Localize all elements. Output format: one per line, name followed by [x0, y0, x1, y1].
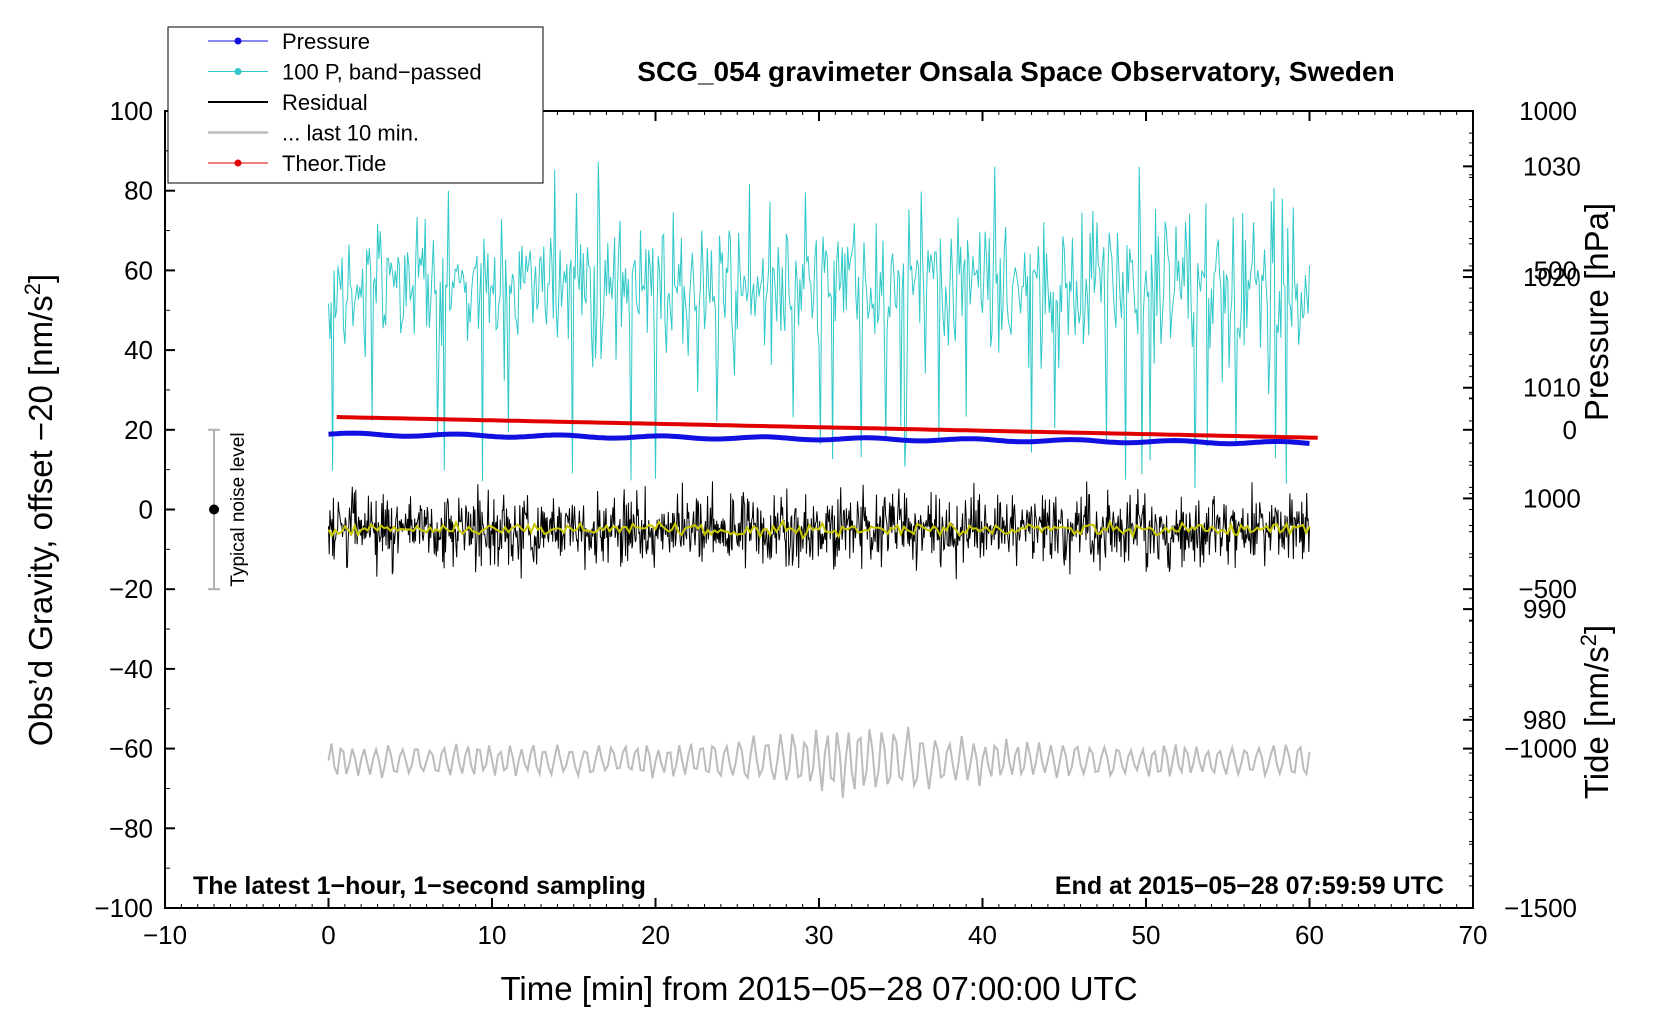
y-axis-left-title-close: ] [22, 274, 59, 283]
legend: Pressure 100 P, band−passed Residual ... la… [167, 26, 544, 184]
y-tide-tick-label: 1000 [1519, 96, 1577, 126]
legend-label: Theor.Tide [282, 151, 386, 176]
y-pressure-tick-label: 1010 [1523, 373, 1581, 403]
y-tide-tick-label: 500 [1534, 255, 1577, 285]
series-layer [327, 162, 1318, 798]
y-left-tick-label: 60 [124, 255, 153, 285]
y-left-tick-label: −20 [109, 574, 153, 604]
y-left-tick-label: −60 [109, 734, 153, 764]
y-left-tick-label: 80 [124, 176, 153, 206]
y-axis-pressure-title: Pressure [hPa] [1578, 203, 1615, 421]
chart-title: SCG_054 gravimeter Onsala Space Observat… [637, 56, 1394, 87]
legend-swatch-marker [234, 159, 242, 167]
series-pressure-line [328, 430, 1310, 447]
series-bandpassed-pressure-line [328, 162, 1310, 489]
x-tick-label: 10 [478, 920, 507, 950]
legend-swatch-marker [234, 37, 242, 45]
tick-label-layer: −10 0 10 20 30 40 50 60 70100806040200−20−40−60−… [94, 96, 1580, 950]
x-tick-label: 60 [1295, 920, 1324, 950]
y-left-tick-label: 40 [124, 335, 153, 365]
series-residual-smoothed-line [327, 518, 1311, 541]
y-left-tick-label: −80 [109, 813, 153, 843]
x-tick-label: 40 [968, 920, 997, 950]
y-left-tick-label: 0 [139, 495, 153, 525]
y-tide-tick-label: 0 [1563, 415, 1577, 445]
legend-label: ... last 10 min. [282, 121, 419, 146]
x-tick-label: 70 [1459, 920, 1488, 950]
legend-label: Residual [282, 90, 368, 115]
legend-label: 100 P, band−passed [282, 60, 482, 85]
x-tick-label: 50 [1132, 920, 1161, 950]
noise-dot [209, 504, 220, 515]
y-axis-left-title-sup: 2 [20, 283, 45, 295]
y-axis-left-title: Obs’d Gravity, offset −20 [nm/s2] [20, 274, 59, 746]
legend-box [167, 26, 544, 184]
y-axis-tide-title-sup: 2 [1576, 634, 1601, 646]
plot-frame [164, 110, 1474, 909]
y-tide-tick-label: −500 [1518, 574, 1577, 604]
y-pressure-tick-label: 1030 [1523, 151, 1581, 181]
y-tide-tick-label: −1500 [1504, 893, 1577, 923]
y-axis-tide-title: Tide [nm/s2] [1576, 625, 1615, 799]
y-pressure-tick-label: 990 [1523, 594, 1566, 624]
x-tick-label: 0 [321, 920, 335, 950]
y-pressure-tick-label: 1000 [1523, 483, 1581, 513]
y-axis-left-title-main: Obs’d Gravity, offset −20 [nm/s [22, 295, 59, 746]
y-axis-tide-title-close: ] [1578, 625, 1615, 634]
y-tide-tick-label: −1000 [1504, 734, 1577, 764]
y-pressure-tick-label: 1020 [1523, 262, 1581, 292]
noise-level-label: Typical noise level [228, 432, 249, 586]
noise-level-indicator: Typical noise level [208, 428, 249, 591]
y-axis-tide-title-main: Tide [nm/s [1578, 646, 1615, 799]
y-left-tick-label: −100 [94, 893, 153, 923]
y-left-tick-label: −40 [109, 654, 153, 684]
x-tick-label: 30 [805, 920, 834, 950]
legend-label: Pressure [282, 29, 370, 54]
y-pressure-tick-label: 980 [1523, 705, 1566, 735]
y-left-tick-label: 20 [124, 415, 153, 445]
legend-items: Pressure 100 P, band−passed Residual ... la… [208, 29, 482, 176]
annotation-latest-hour: The latest 1−hour, 1−second sampling [193, 872, 646, 900]
tick-layer [164, 110, 1474, 909]
x-axis-title: Time [min] from 2015−05−28 07:00:00 UTC [500, 970, 1137, 1007]
legend-swatch-marker [234, 68, 242, 75]
x-tick-label: 20 [641, 920, 670, 950]
x-tick-label: −10 [143, 920, 187, 950]
series-tide-line [336, 415, 1318, 440]
series-last-10-min-line [327, 726, 1311, 798]
y-left-tick-label: 100 [110, 96, 153, 126]
series-residual-line [328, 481, 1310, 580]
annotation-end-time: End at 2015−05−28 07:59:59 UTC [1055, 872, 1444, 900]
